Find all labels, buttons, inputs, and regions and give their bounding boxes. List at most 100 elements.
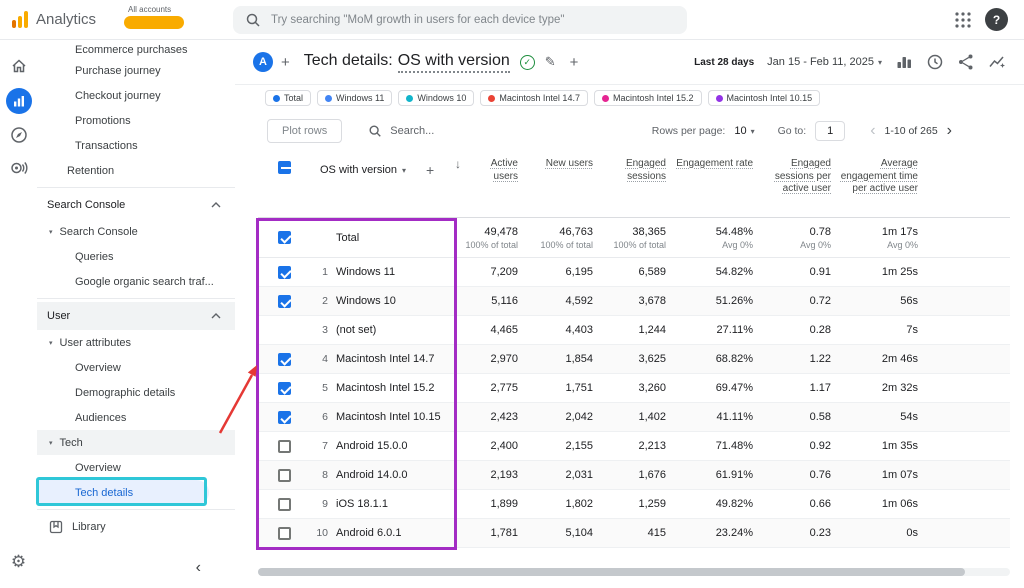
rows-per-page-select[interactable]: 10 ▾: [734, 125, 755, 137]
insights-icon[interactable]: [988, 53, 1006, 71]
rows-per-page-label: Rows per page:: [651, 125, 726, 137]
sidebar-section-search-console[interactable]: Search Console: [37, 191, 235, 219]
add-comparison-icon[interactable]: +: [281, 53, 290, 71]
advertising-icon[interactable]: [9, 158, 29, 178]
settings-gear-icon[interactable]: ⚙: [10, 552, 27, 571]
row-checkbox[interactable]: [277, 439, 291, 453]
row-checkbox[interactable]: [277, 526, 291, 540]
sidebar-group-tech[interactable]: ▾ Tech: [37, 430, 235, 455]
table-row: 8 Android 14.0.0 2,193 2,031 1,676 61.91%…: [258, 461, 1010, 490]
column-header-engagement-rate[interactable]: Engagement rate: [676, 158, 753, 169]
add-dimension-icon[interactable]: +: [426, 162, 435, 178]
explore-icon[interactable]: [9, 125, 29, 145]
home-icon[interactable]: [9, 56, 29, 76]
chevron-up-icon[interactable]: [211, 313, 221, 319]
clock-icon[interactable]: [926, 53, 944, 71]
column-header-new-users[interactable]: New users: [545, 158, 593, 169]
row-checkbox[interactable]: [277, 468, 291, 482]
sidebar-item-audiences[interactable]: Audiences: [75, 411, 127, 424]
global-search-input[interactable]: [271, 14, 675, 26]
legend-chip[interactable]: Windows 10: [398, 90, 475, 106]
sidebar-item-user-overview[interactable]: Overview: [75, 361, 121, 374]
analytics-logo-icon[interactable]: [12, 10, 28, 28]
legend-chip[interactable]: Macintosh Intel 10.15: [707, 90, 821, 106]
date-range-selector[interactable]: Jan 15 - Feb 11, 2025 ▾: [767, 56, 882, 68]
chevron-down-icon: ▾: [49, 339, 53, 347]
sidebar-item-checkout-journey[interactable]: Checkout journey: [75, 89, 161, 102]
table-row: 7 Android 15.0.0 2,400 2,155 2,213 71.48%…: [258, 432, 1010, 461]
sidebar-item-ecommerce-purchases[interactable]: Ecommerce purchases: [75, 44, 188, 56]
dimension-selector[interactable]: OS with version ▾: [320, 164, 407, 176]
global-search[interactable]: [233, 6, 687, 34]
sidebar-item-transactions[interactable]: Transactions: [75, 139, 138, 152]
sidebar-item-demographic-details[interactable]: Demographic details: [75, 386, 176, 399]
row-checkbox[interactable]: [277, 410, 291, 424]
chevron-down-icon: ▾: [877, 57, 882, 67]
divider: [37, 505, 235, 513]
dimension-value: (not set): [336, 324, 377, 336]
row-checkbox[interactable]: [277, 231, 291, 244]
help-icon[interactable]: ?: [985, 8, 1008, 31]
top-app-bar: Analytics All accounts ?: [0, 0, 1024, 40]
sidebar-item-tech-overview[interactable]: Overview: [75, 461, 121, 474]
chevron-down-icon: ▾: [750, 126, 755, 136]
series-dot: [325, 94, 333, 102]
check-circle-icon: ✓: [519, 54, 535, 70]
dimension-value: Windows 11: [336, 266, 396, 278]
table-row: 2 Windows 10 5,116 4,592 3,678 51.26% 0.7…: [258, 287, 1010, 316]
apps-grid-icon[interactable]: [954, 11, 972, 29]
library-icon: [49, 520, 63, 534]
sidebar-item-purchase-journey[interactable]: Purchase journey: [75, 64, 161, 77]
sidebar-item-google-organic-search[interactable]: Google organic search traf...: [75, 275, 214, 288]
row-checkbox[interactable]: [277, 497, 291, 511]
column-header-engaged-sessions[interactable]: Engaged sessions: [625, 158, 666, 182]
go-to-label: Go to:: [777, 125, 807, 137]
table-header-row: OS with version ▾ + ↓ Active users New use…: [258, 152, 1010, 218]
column-header-engaged-sessions-per-user[interactable]: Engaged sessions per active user: [774, 158, 831, 194]
sidebar-section-user[interactable]: User: [37, 302, 235, 330]
share-icon[interactable]: [957, 53, 975, 71]
table-row: 5 Macintosh Intel 15.2 2,775 1,751 3,260 …: [258, 374, 1010, 403]
sidebar-item-library[interactable]: Library: [37, 513, 235, 541]
row-checkbox[interactable]: [277, 352, 291, 366]
chevron-up-icon[interactable]: [211, 202, 221, 208]
sort-descending-icon: ↓: [455, 157, 461, 171]
sidebar-item-promotions[interactable]: Promotions: [75, 114, 131, 127]
horizontal-scrollbar[interactable]: [258, 568, 1010, 576]
sidebar-item-queries[interactable]: Queries: [75, 250, 114, 263]
scrollbar-thumb[interactable]: [258, 568, 965, 576]
account-highlight-annotation[interactable]: [124, 16, 184, 29]
comparison-avatar[interactable]: A: [253, 52, 273, 72]
chevron-down-icon: ▾: [49, 439, 53, 447]
row-checkbox[interactable]: [277, 294, 291, 308]
edit-report-icon[interactable]: ✎: [544, 54, 556, 69]
row-checkbox[interactable]: [277, 265, 291, 279]
legend-chip[interactable]: Windows 11: [317, 90, 393, 106]
dimension-value: Macintosh Intel 14.7: [336, 353, 435, 365]
table-search-input[interactable]: [390, 125, 481, 137]
sidebar-group-user-attributes[interactable]: ▾ User attributes: [49, 336, 132, 349]
select-all-checkbox[interactable]: [277, 161, 291, 174]
sidebar-item-tech-details[interactable]: Tech details: [37, 480, 209, 505]
legend-chip[interactable]: Macintosh Intel 15.2: [593, 90, 702, 106]
sidebar-group-search-console[interactable]: ▾ Search Console: [49, 225, 138, 238]
series-dot: [273, 94, 280, 102]
reports-icon[interactable]: [5, 88, 32, 114]
plot-rows-button[interactable]: Plot rows: [267, 119, 343, 143]
sidebar-item-retention[interactable]: Retention: [67, 164, 115, 177]
row-checkbox[interactable]: [277, 381, 291, 395]
add-metric-icon[interactable]: +: [569, 53, 579, 71]
table-search[interactable]: [368, 124, 481, 138]
series-dot: [715, 94, 723, 102]
collapse-sidebar-icon[interactable]: ‹: [195, 559, 201, 576]
chart-card-icon[interactable]: [895, 53, 913, 71]
title-dimension[interactable]: OS with version: [397, 52, 510, 73]
column-header-active-users[interactable]: ↓ Active users: [455, 157, 518, 182]
prev-page-icon[interactable]: ‹: [870, 122, 876, 139]
go-to-input[interactable]: [815, 121, 846, 141]
legend-chip[interactable]: Total: [265, 90, 312, 106]
legend-chip[interactable]: Macintosh Intel 14.7: [480, 90, 588, 106]
next-page-icon[interactable]: ›: [946, 122, 952, 139]
series-dot: [406, 94, 414, 102]
column-header-avg-engagement-time[interactable]: Average engagement time per active user: [840, 158, 918, 194]
